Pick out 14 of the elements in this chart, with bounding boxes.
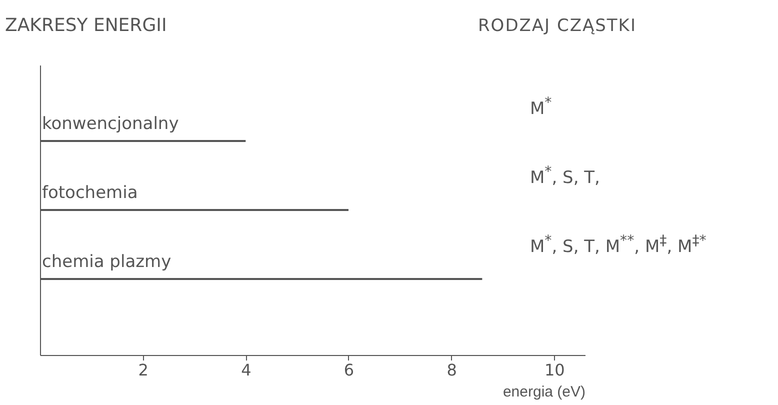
text: RODZAJ CZĄSTKI — [478, 16, 636, 36]
x-tick-label: 10 — [544, 360, 565, 380]
x-tick-label: 6 — [344, 360, 354, 380]
annotation: M$^{*}$ — [530, 95, 552, 119]
x-tick-label: 2 — [138, 360, 148, 380]
x-tick-label: 8 — [446, 360, 457, 380]
annotation: M$^{*}$, S, T, — [530, 164, 600, 188]
x-axis-title: energia (eV) — [502, 384, 586, 400]
y-tick-label: chemia plazmy — [42, 252, 172, 272]
x-tick-label: 4 — [241, 360, 252, 380]
chart-title: ZAKRESY ENERGII — [5, 15, 167, 36]
y-tick-label: fotochemia — [42, 183, 138, 203]
y-tick-label: konwencjonalny — [42, 114, 179, 134]
annotation: M$^{*}$, S, T, M$^{**}$, M$^{‡}$, M$^{‡*}$ — [530, 233, 706, 257]
